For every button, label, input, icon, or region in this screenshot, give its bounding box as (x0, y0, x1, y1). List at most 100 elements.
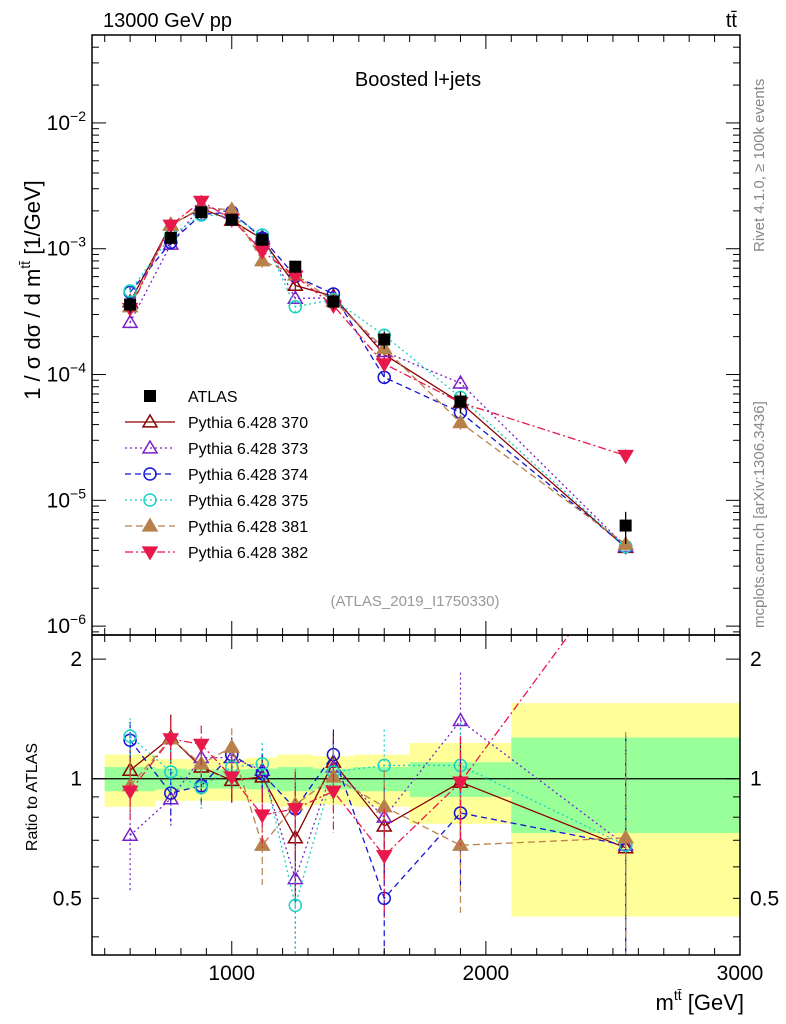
plot-frames (91, 34, 741, 956)
series-382-main-line (129, 200, 626, 457)
series-382-ratio-point (253, 787, 271, 848)
ratio-y-axis-title: Ratio to ATLAS (24, 743, 41, 851)
series-373-main-marker (121, 314, 139, 329)
x-tick-label: 1000 (208, 962, 255, 985)
series-375-main-marker (123, 284, 137, 298)
series-382-ratio-marker (162, 733, 180, 748)
y-tick-label: 10−4 (47, 360, 87, 387)
mcplots-label: mcplots.cern.ch [arXiv:1306.3436] (751, 401, 768, 628)
series-382-main-marker (192, 195, 210, 210)
series-382-ratio-line (129, 635, 570, 857)
series-381-main-line (129, 206, 627, 545)
rivet-label: Rivet 4.1.0, ≥ 100k events (751, 79, 768, 252)
series-375-ratio-marker (123, 729, 137, 743)
ratio-y-tick-label-right: 2 (750, 648, 762, 671)
atlas-data-point (619, 511, 632, 544)
legend-label: Pythia 6.428 381 (188, 519, 308, 536)
series-373-main-point (286, 289, 304, 306)
atlas-data-point (195, 206, 208, 219)
atlas-marker (454, 395, 467, 408)
legend-marker (141, 517, 159, 532)
series-375-ratio-line (129, 735, 626, 908)
analysis-id: (ATLAS_2019_I1750330) (330, 593, 499, 610)
legend-label: Pythia 6.428 374 (188, 467, 308, 484)
legend-entry-381: Pythia 6.428 381 (125, 517, 308, 536)
atlas-marker (256, 233, 269, 246)
legend-label: Pythia 6.428 375 (188, 493, 308, 510)
ratio-y-tick-label: 0.5 (53, 887, 82, 910)
series-382-main-point (162, 219, 180, 234)
series-381-main-marker (253, 252, 271, 267)
series-382-ratio-marker (452, 776, 469, 791)
series-375-ratio-point (255, 742, 270, 788)
header-left-label: 13000 GeV pp (103, 10, 232, 32)
series-382-main-marker (617, 449, 634, 465)
legend-atlas-marker (144, 390, 156, 402)
y-tick-label: 10−6 (47, 611, 87, 638)
series-373-ratio-marker (452, 712, 469, 727)
series-375-main-point (288, 300, 303, 314)
series-375-main-marker (288, 300, 303, 314)
atlas-marker (289, 260, 302, 273)
series-373-main-point (121, 314, 139, 330)
legend-entry-382: Pythia 6.428 382 (125, 545, 308, 562)
series-370-main-line (129, 207, 627, 548)
atlas-data-point (225, 213, 238, 226)
series-381-main-marker (452, 414, 469, 429)
atlas-marker (124, 298, 137, 311)
atlas-marker (225, 213, 238, 226)
series-375-ratio-point (123, 718, 137, 757)
series-381-ratio-line (129, 737, 626, 847)
x-tick-label: 2000 (463, 962, 510, 985)
legend-label: Pythia 6.428 382 (188, 545, 308, 562)
series-373-main-marker (286, 289, 304, 305)
series-373-main-point (452, 374, 469, 391)
atlas-data-point (124, 297, 137, 313)
series-373-main-marker (452, 374, 469, 389)
series-382-ratio-point (452, 736, 469, 846)
legend-marker (141, 546, 159, 561)
series-382-ratio-marker (223, 771, 241, 786)
series-382-ratio-point (162, 720, 180, 760)
y-axis-title: 1 / σ dσ / d mtt̄ [1/GeV] (17, 180, 45, 400)
ratio-y-tick-label-right: 0.5 (750, 887, 779, 910)
series-375-main-line (129, 214, 627, 548)
series-382-ratio-point (121, 767, 139, 820)
series-382-ratio-point (192, 725, 210, 766)
series-374-main-line (129, 211, 627, 548)
series-375-main-point (123, 284, 137, 299)
series-382-ratio-point (223, 754, 241, 803)
series-370-ratio-marker (253, 768, 271, 783)
series-374-main-point (377, 370, 391, 385)
atlas-marker (619, 519, 632, 532)
series-382-main-point (253, 245, 271, 260)
series-374-ratio-line (129, 739, 626, 900)
legend-marker (143, 493, 157, 507)
chart-title: Boosted l+jets (355, 69, 481, 91)
series-375-ratio-point (288, 861, 303, 955)
series-381-main-point (452, 414, 469, 430)
atlas-marker (327, 295, 340, 308)
y-tick-label: 10−2 (47, 108, 87, 135)
ratio-y-tick-label: 2 (70, 648, 82, 671)
y-tick-label: 10−5 (47, 485, 87, 512)
ratio-y-tick-label-right: 1 (750, 768, 762, 791)
series-381-ratio-point (617, 732, 634, 955)
series-375-ratio-point (164, 750, 178, 797)
atlas-marker (378, 333, 391, 346)
ratio-uncertainty-bands (92, 703, 740, 917)
series-382-main-marker (162, 219, 180, 234)
legend-entry-atlas: ATLAS (144, 389, 238, 406)
legend-entry-374: Pythia 6.428 374 (125, 467, 308, 484)
ratio-y-tick-label: 1 (70, 768, 82, 791)
series-381-ratio-marker (253, 836, 271, 851)
series-373-ratio-marker (375, 808, 393, 823)
series-382-ratio-marker (375, 850, 393, 865)
atlas-data-point (454, 391, 467, 414)
atlas-marker (164, 231, 177, 244)
atlas-data-point (256, 233, 269, 247)
legend-label: Pythia 6.428 370 (188, 415, 308, 432)
x-tick-label: 3000 (717, 962, 764, 985)
series-375-ratio-marker (288, 898, 303, 913)
legend-marker (143, 467, 157, 481)
